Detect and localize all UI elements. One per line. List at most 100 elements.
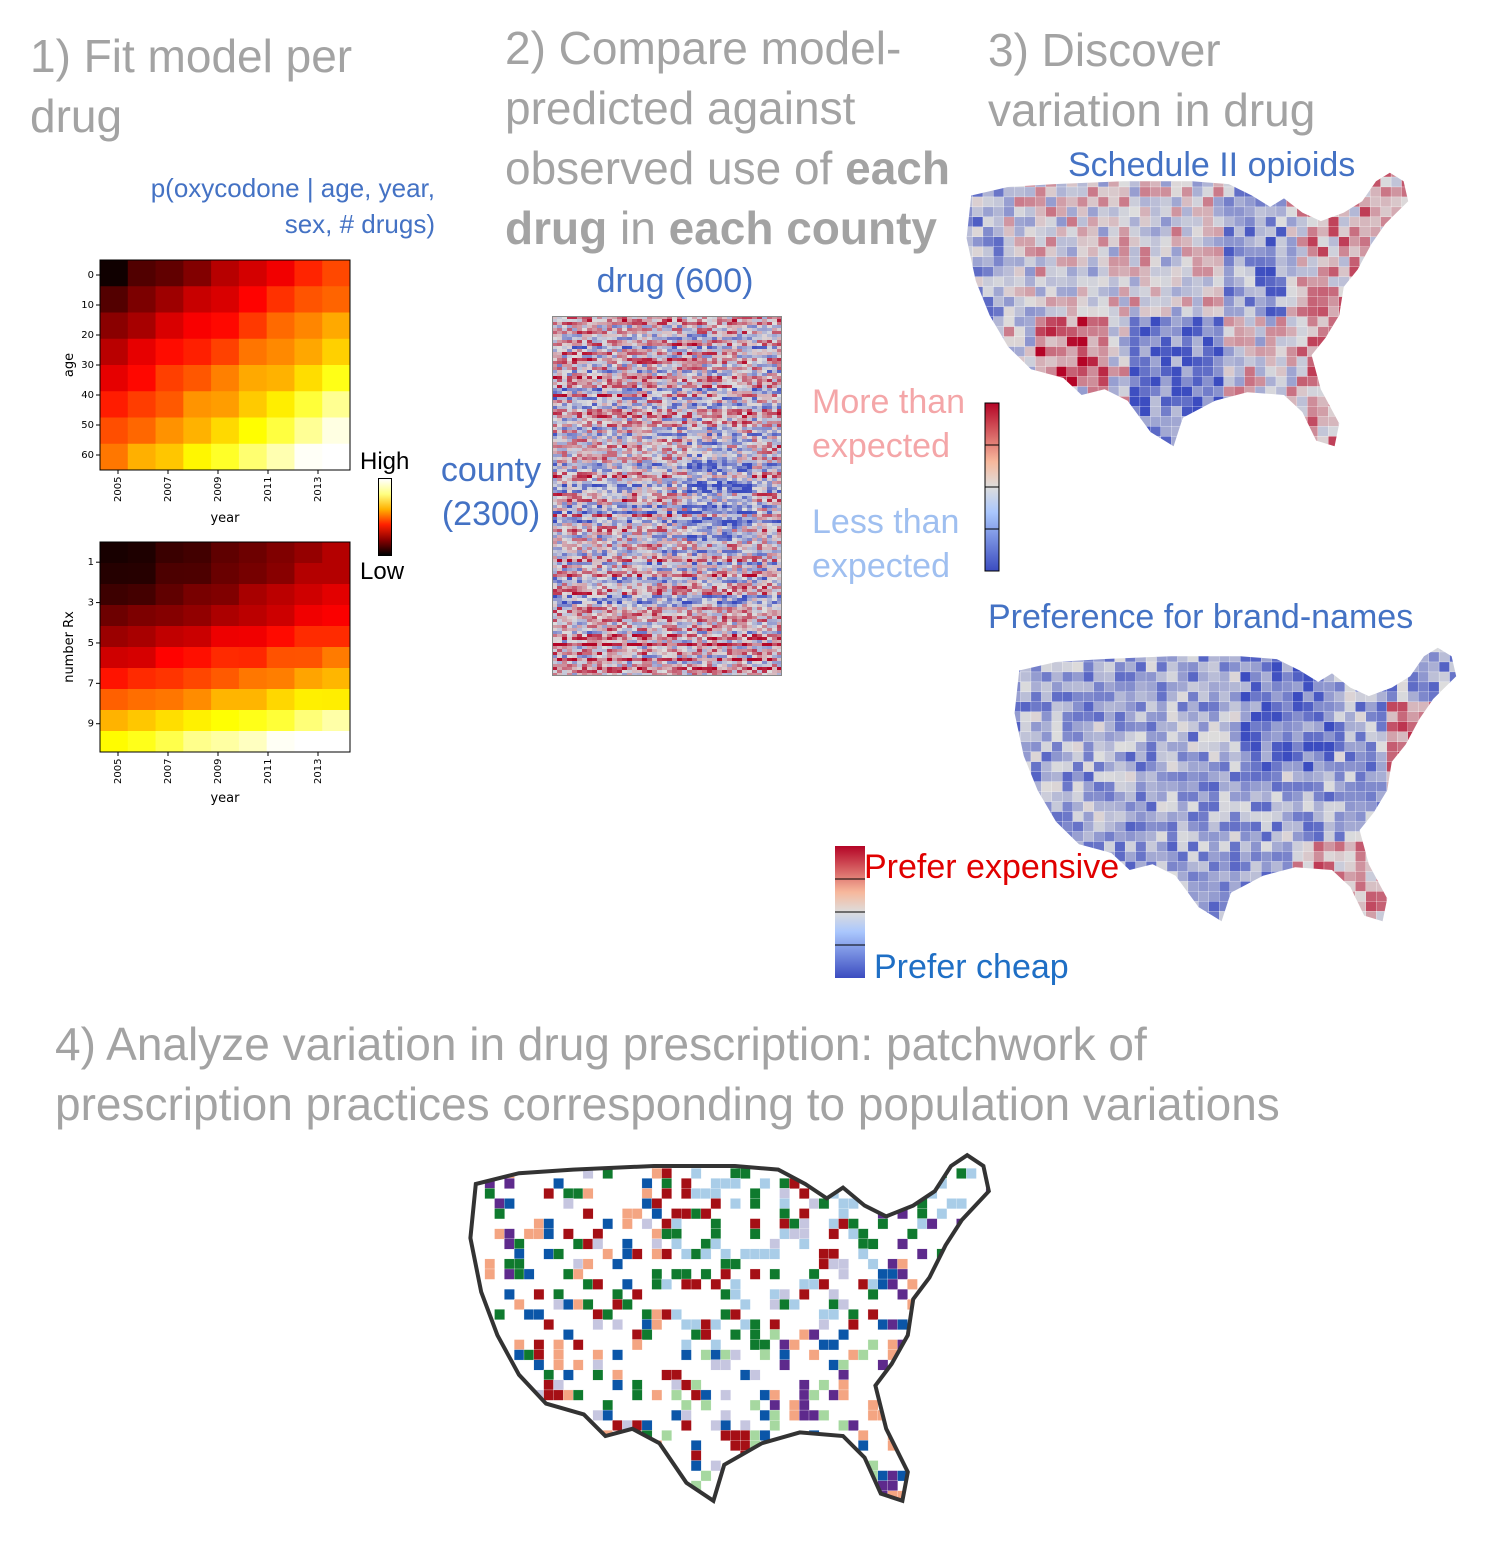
county-drug-cell: [742, 373, 748, 377]
county-drug-cell: [747, 442, 753, 446]
county-drug-cell: [572, 385, 578, 389]
county-drug-cell: [617, 463, 623, 467]
county-drug-cell: [717, 349, 723, 353]
county-drug-cell: [722, 622, 728, 626]
county-drug-cell: [662, 580, 668, 584]
county-drug-cell: [757, 484, 763, 488]
county-drug-cell: [642, 511, 648, 515]
county-drug-cell: [572, 433, 578, 437]
county-drug-cell: [757, 325, 763, 329]
county-drug-cell: [697, 358, 703, 362]
county-drug-cell: [657, 406, 663, 410]
county-drug-cell: [727, 592, 733, 596]
county-drug-cell: [597, 481, 603, 485]
county-drug-cell: [652, 364, 658, 368]
county-drug-cell: [567, 496, 573, 500]
county-drug-cell: [607, 526, 613, 530]
county-drug-cell: [727, 571, 733, 575]
heatmap-rx-year-cell: [183, 689, 212, 711]
county-drug-cell: [722, 418, 728, 422]
county-drug-cell: [777, 406, 782, 410]
county-drug-cell: [707, 439, 713, 443]
county-drug-cell: [612, 397, 618, 401]
county-drug-cell: [732, 523, 738, 527]
county-drug-cell: [567, 361, 573, 365]
county-drug-cell: [682, 406, 688, 410]
county-drug-cell: [592, 508, 598, 512]
county-drug-cell: [657, 334, 663, 338]
county-drug-cell: [692, 481, 698, 485]
county-drug-cell: [662, 577, 668, 581]
county-drug-cell: [647, 568, 653, 572]
heatmap-rx-year-cell: [294, 689, 323, 711]
heatmap-rx-year-cell: [127, 668, 157, 690]
county-drug-cell: [582, 583, 588, 587]
heatmap-age-year-cell: [183, 365, 212, 392]
county-drug-cell: [722, 535, 728, 539]
county-drug-cell: [637, 391, 643, 395]
county-drug-cell: [692, 616, 698, 620]
county-drug-cell: [627, 616, 633, 620]
county-drug-cell: [717, 481, 723, 485]
step-3-heading: 3) Discover variation in drug prescripti…: [988, 24, 1316, 148]
county-drug-cell: [692, 418, 698, 422]
county-drug-cell: [687, 553, 693, 557]
county-drug-cell: [647, 382, 653, 386]
county-drug-cell: [672, 436, 678, 440]
county-drug-cell: [587, 328, 593, 332]
county-drug-cell: [767, 349, 773, 353]
county-drug-cell: [682, 517, 688, 521]
county-drug-cell: [592, 622, 598, 626]
county-drug-cell: [712, 379, 718, 383]
county-drug-cell: [742, 583, 748, 587]
county-drug-cell: [772, 493, 778, 497]
county-drug-cell: [762, 319, 768, 323]
county-drug-cell: [772, 517, 778, 521]
county-drug-cell: [562, 514, 568, 518]
county-drug-cell: [607, 628, 613, 632]
county-drug-cell: [557, 433, 563, 437]
county-drug-cell: [747, 613, 753, 617]
county-drug-cell: [757, 382, 763, 386]
county-drug-cell: [592, 448, 598, 452]
county-drug-cell: [737, 373, 743, 377]
county-drug-cell: [682, 337, 688, 341]
county-drug-cell: [627, 340, 633, 344]
county-drug-cell: [772, 610, 778, 614]
county-drug-cell: [752, 592, 758, 596]
county-drug-cell: [657, 376, 663, 380]
county-drug-cell: [612, 367, 618, 371]
county-drug-cell: [677, 508, 683, 512]
county-drug-cell: [752, 391, 758, 395]
county-drug-cell: [657, 460, 663, 464]
county-drug-cell: [567, 571, 573, 575]
county-drug-cell: [762, 541, 768, 545]
county-drug-cell: [552, 430, 558, 434]
county-drug-cell: [742, 511, 748, 515]
county-drug-cell: [607, 391, 613, 395]
county-drug-cell: [567, 331, 573, 335]
county-drug-cell: [732, 349, 738, 353]
county-drug-cell: [672, 325, 678, 329]
county-drug-cell: [647, 607, 653, 611]
heatmap-rx-year-cell: [266, 710, 295, 732]
county-drug-cell: [772, 334, 778, 338]
county-drug-cell: [602, 496, 608, 500]
county-drug-cell: [712, 478, 718, 482]
heatmap-age-year-cell: [294, 443, 323, 471]
county-drug-cell: [737, 406, 743, 410]
county-drug-cell: [552, 601, 558, 605]
county-drug-cell: [672, 601, 678, 605]
county-drug-cell: [767, 340, 773, 344]
county-drug-cell: [687, 604, 693, 608]
county-drug-cell: [767, 316, 773, 320]
county-drug-cell: [572, 454, 578, 458]
county-drug-cell: [582, 526, 588, 530]
county-drug-cell: [602, 352, 608, 356]
county-drug-cell: [672, 421, 678, 425]
county-drug-cell: [677, 616, 683, 620]
county-drug-cell: [557, 475, 563, 479]
county-drug-cell: [687, 535, 693, 539]
county-drug-cell: [617, 427, 623, 431]
county-drug-cell: [772, 454, 778, 458]
